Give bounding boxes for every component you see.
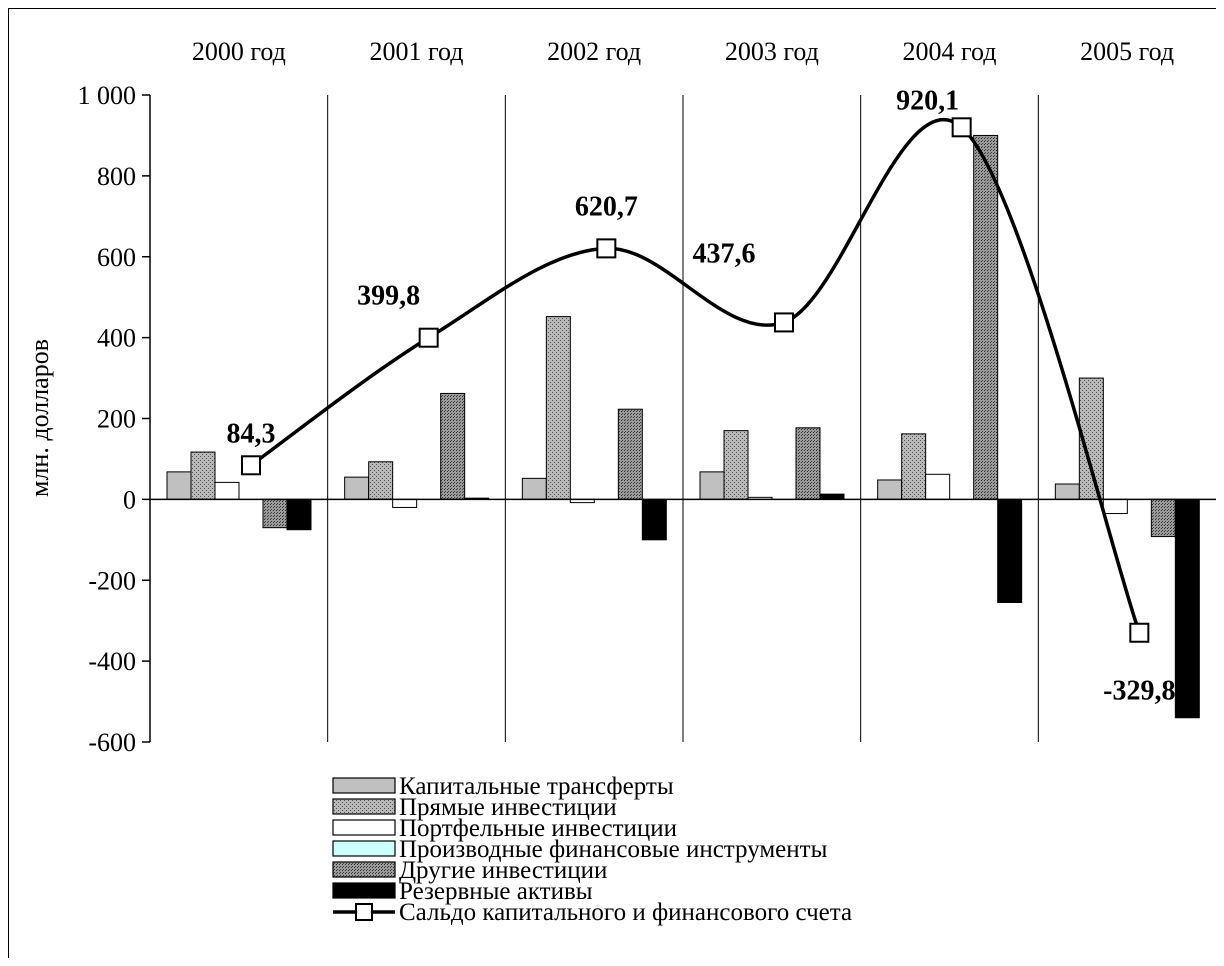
bar <box>1054 483 1080 500</box>
bar <box>925 473 951 500</box>
x-tick-label: 2000 год <box>192 37 286 66</box>
y-axis: 1 000 800 600 400 200 0 -200 -400 -600 <box>78 81 151 757</box>
legend-swatch <box>332 882 396 899</box>
y-tick-label: -400 <box>88 647 136 676</box>
y-tick-label: 0 <box>123 485 136 514</box>
y-tick-label: 600 <box>97 243 136 272</box>
data-label: 437,6 <box>693 238 756 269</box>
y-tick-label: 200 <box>97 405 136 434</box>
legend-swatch <box>332 840 396 857</box>
bar <box>1102 498 1128 515</box>
bar <box>795 427 821 500</box>
bar <box>368 461 394 500</box>
data-label: 399,8 <box>357 281 420 312</box>
legend-label: Портфельные инвестиции <box>399 815 677 842</box>
x-tick-label: 2003 год <box>725 37 819 66</box>
bar <box>819 493 845 500</box>
data-labels: 84,3 399,8 620,7 437,6 920,1 -329,8 <box>227 85 1176 706</box>
bar <box>521 477 547 500</box>
x-tick-label: 2001 год <box>370 37 464 66</box>
bar <box>190 451 216 500</box>
bar <box>440 392 466 500</box>
legend-swatch <box>332 861 396 878</box>
legend-label: Резервные активы <box>399 878 593 905</box>
x-axis-labels: 2000 год 2001 год 2002 год 2003 год 2004 год… <box>192 37 1174 66</box>
bar <box>545 316 571 500</box>
y-tick-label: 1 000 <box>78 81 137 110</box>
data-label: 620,7 <box>575 191 638 222</box>
bar <box>641 498 667 541</box>
line-marker <box>596 238 617 259</box>
legend-label: Производные финансовые инструменты <box>399 836 828 863</box>
x-tick-label: 2002 год <box>547 37 641 66</box>
bar <box>166 471 192 500</box>
chart-frame <box>8 8 1216 958</box>
data-label: 84,3 <box>227 418 276 449</box>
legend-label: Сальдо капитального и финансового счета <box>399 899 852 926</box>
x-tick-label: 2004 год <box>903 37 997 66</box>
bar <box>286 498 312 531</box>
bar <box>877 479 903 500</box>
legend-label: Другие инвестиции <box>399 857 607 884</box>
legend-marker <box>355 903 373 921</box>
bar <box>214 481 240 500</box>
bar <box>617 408 643 500</box>
category-dividers <box>327 95 1039 742</box>
data-label: 920,1 <box>896 85 959 116</box>
bar <box>392 498 418 508</box>
bar <box>997 498 1023 603</box>
x-tick-label: 2005 год <box>1080 37 1174 66</box>
bar <box>723 430 749 500</box>
bar <box>901 433 927 500</box>
y-tick-label: 400 <box>97 324 136 353</box>
bar <box>1150 498 1176 538</box>
line-marker <box>774 312 794 333</box>
bars <box>166 134 1200 719</box>
y-tick-label: -600 <box>88 728 136 757</box>
legend-swatch <box>332 819 396 836</box>
line-marker <box>1129 622 1150 643</box>
legend-label: Капитальные трансферты <box>399 773 674 800</box>
bar <box>973 134 999 500</box>
bar <box>1174 498 1200 719</box>
bar <box>344 476 370 500</box>
bar <box>699 471 725 500</box>
legend-swatch <box>332 777 396 794</box>
y-tick-label: 800 <box>97 162 136 191</box>
balance-line-series <box>241 117 1150 643</box>
legend-label: Прямые инвестиции <box>399 794 617 821</box>
line-marker <box>418 327 439 348</box>
y-axis-label: млн. долларов <box>25 339 54 497</box>
legend-swatch <box>332 798 396 815</box>
line-marker <box>241 455 261 476</box>
y-tick-label: -200 <box>88 566 136 595</box>
data-label: -329,8 <box>1103 676 1175 707</box>
bar <box>262 498 288 529</box>
line-marker <box>951 117 972 138</box>
